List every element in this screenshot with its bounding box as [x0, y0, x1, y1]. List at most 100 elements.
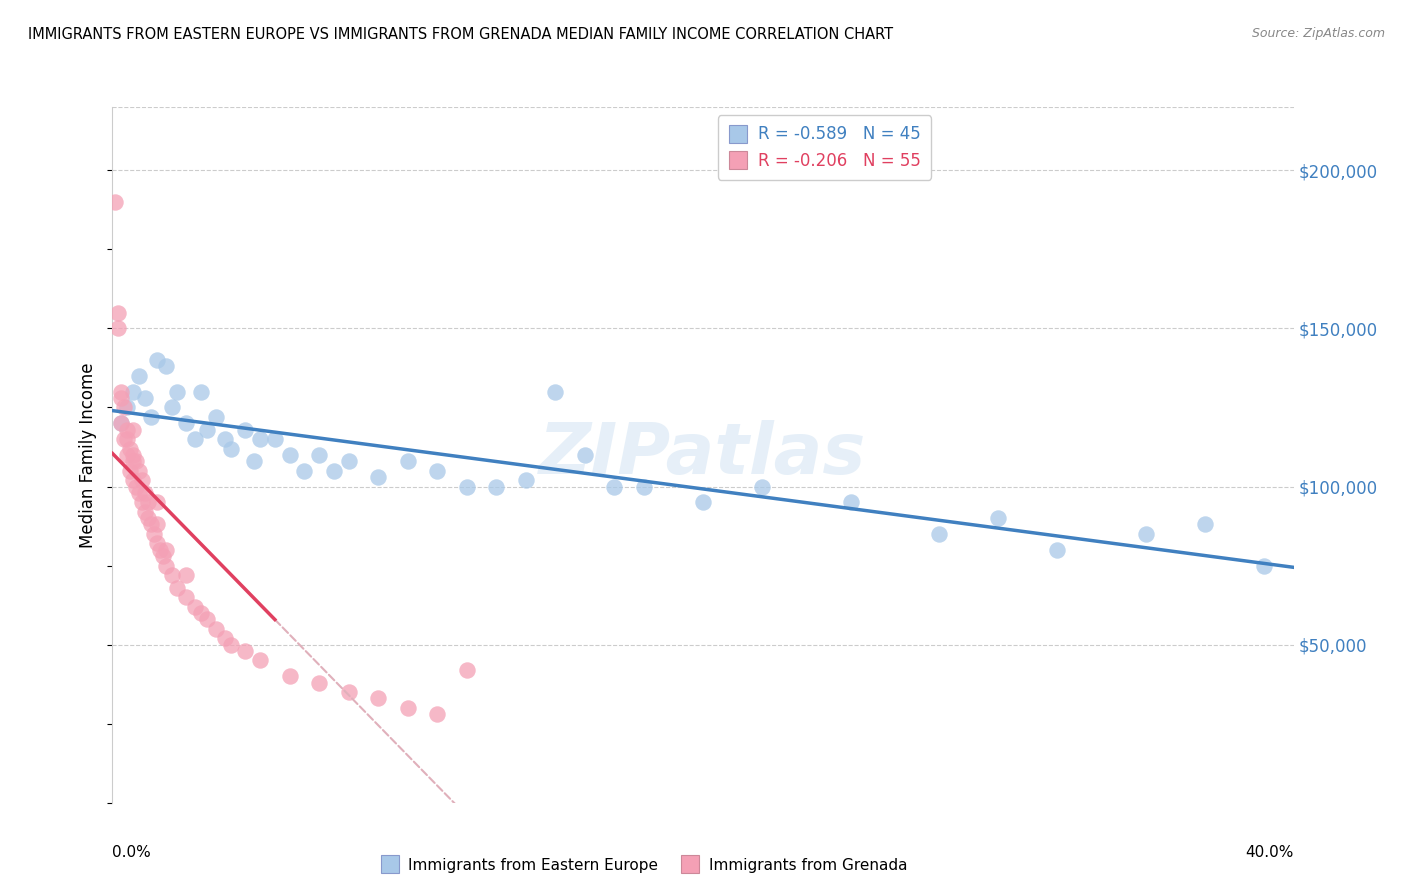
Point — [134, 486, 156, 500]
Point — [146, 536, 169, 550]
Point — [1046, 542, 1069, 557]
Point — [367, 691, 389, 706]
Point — [146, 353, 169, 368]
Point — [184, 599, 207, 614]
Point — [146, 517, 169, 532]
Point — [426, 707, 449, 722]
Point — [110, 417, 132, 431]
Point — [174, 417, 197, 431]
Legend: Immigrants from Eastern Europe, Immigrants from Grenada: Immigrants from Eastern Europe, Immigran… — [374, 852, 914, 879]
Point — [1135, 527, 1157, 541]
Point — [544, 384, 567, 399]
Point — [603, 479, 626, 493]
Point — [174, 591, 197, 605]
Point — [117, 432, 138, 446]
Point — [190, 606, 212, 620]
Point — [987, 511, 1010, 525]
Point — [117, 401, 138, 415]
Point — [184, 432, 207, 446]
Point — [337, 685, 360, 699]
Point — [107, 305, 129, 319]
Point — [278, 448, 301, 462]
Point — [205, 622, 228, 636]
Point — [128, 368, 150, 383]
Point — [195, 423, 218, 437]
Point — [131, 495, 153, 509]
Point — [146, 495, 169, 509]
Text: Source: ZipAtlas.com: Source: ZipAtlas.com — [1251, 27, 1385, 40]
Point — [152, 549, 174, 563]
Point — [110, 417, 132, 431]
Point — [219, 638, 242, 652]
Point — [214, 432, 236, 446]
Point — [928, 527, 950, 541]
Point — [308, 448, 330, 462]
Point — [396, 701, 419, 715]
Point — [233, 644, 256, 658]
Point — [249, 432, 271, 446]
Point — [149, 542, 172, 557]
Point — [219, 442, 242, 456]
Point — [692, 495, 714, 509]
Point — [205, 409, 228, 424]
Point — [122, 454, 145, 468]
Point — [112, 432, 135, 446]
Y-axis label: Median Family Income: Median Family Income — [79, 362, 97, 548]
Point — [112, 401, 135, 415]
Point — [456, 479, 478, 493]
Text: 40.0%: 40.0% — [1246, 845, 1294, 860]
Point — [110, 391, 132, 405]
Point — [155, 542, 177, 557]
Point — [249, 653, 271, 667]
Point — [104, 194, 127, 209]
Point — [214, 632, 236, 646]
Point — [190, 384, 212, 399]
Point — [120, 442, 142, 456]
Point — [166, 581, 188, 595]
Point — [1253, 558, 1275, 573]
Point — [142, 527, 165, 541]
Point — [120, 464, 142, 478]
Text: 0.0%: 0.0% — [112, 845, 152, 860]
Point — [122, 384, 145, 399]
Point — [122, 473, 145, 487]
Point — [174, 568, 197, 582]
Point — [233, 423, 256, 437]
Point — [292, 464, 315, 478]
Point — [134, 505, 156, 519]
Point — [839, 495, 862, 509]
Point — [125, 454, 148, 468]
Point — [426, 464, 449, 478]
Point — [367, 470, 389, 484]
Point — [136, 495, 159, 509]
Point — [117, 448, 138, 462]
Text: IMMIGRANTS FROM EASTERN EUROPE VS IMMIGRANTS FROM GRENADA MEDIAN FAMILY INCOME C: IMMIGRANTS FROM EASTERN EUROPE VS IMMIGR… — [28, 27, 893, 42]
Point — [134, 391, 156, 405]
Point — [128, 464, 150, 478]
Point — [155, 558, 177, 573]
Point — [125, 479, 148, 493]
Point — [155, 359, 177, 374]
Point — [139, 517, 162, 532]
Point — [117, 423, 138, 437]
Point — [515, 473, 537, 487]
Point — [337, 454, 360, 468]
Point — [308, 675, 330, 690]
Point — [243, 454, 266, 468]
Point — [122, 423, 145, 437]
Point — [278, 669, 301, 683]
Point — [1194, 517, 1216, 532]
Point — [264, 432, 287, 446]
Point — [574, 448, 596, 462]
Point — [122, 448, 145, 462]
Point — [195, 612, 218, 626]
Point — [633, 479, 655, 493]
Point — [160, 568, 183, 582]
Point — [485, 479, 508, 493]
Point — [139, 409, 162, 424]
Point — [128, 486, 150, 500]
Point — [136, 511, 159, 525]
Point — [166, 384, 188, 399]
Point — [131, 473, 153, 487]
Point — [751, 479, 773, 493]
